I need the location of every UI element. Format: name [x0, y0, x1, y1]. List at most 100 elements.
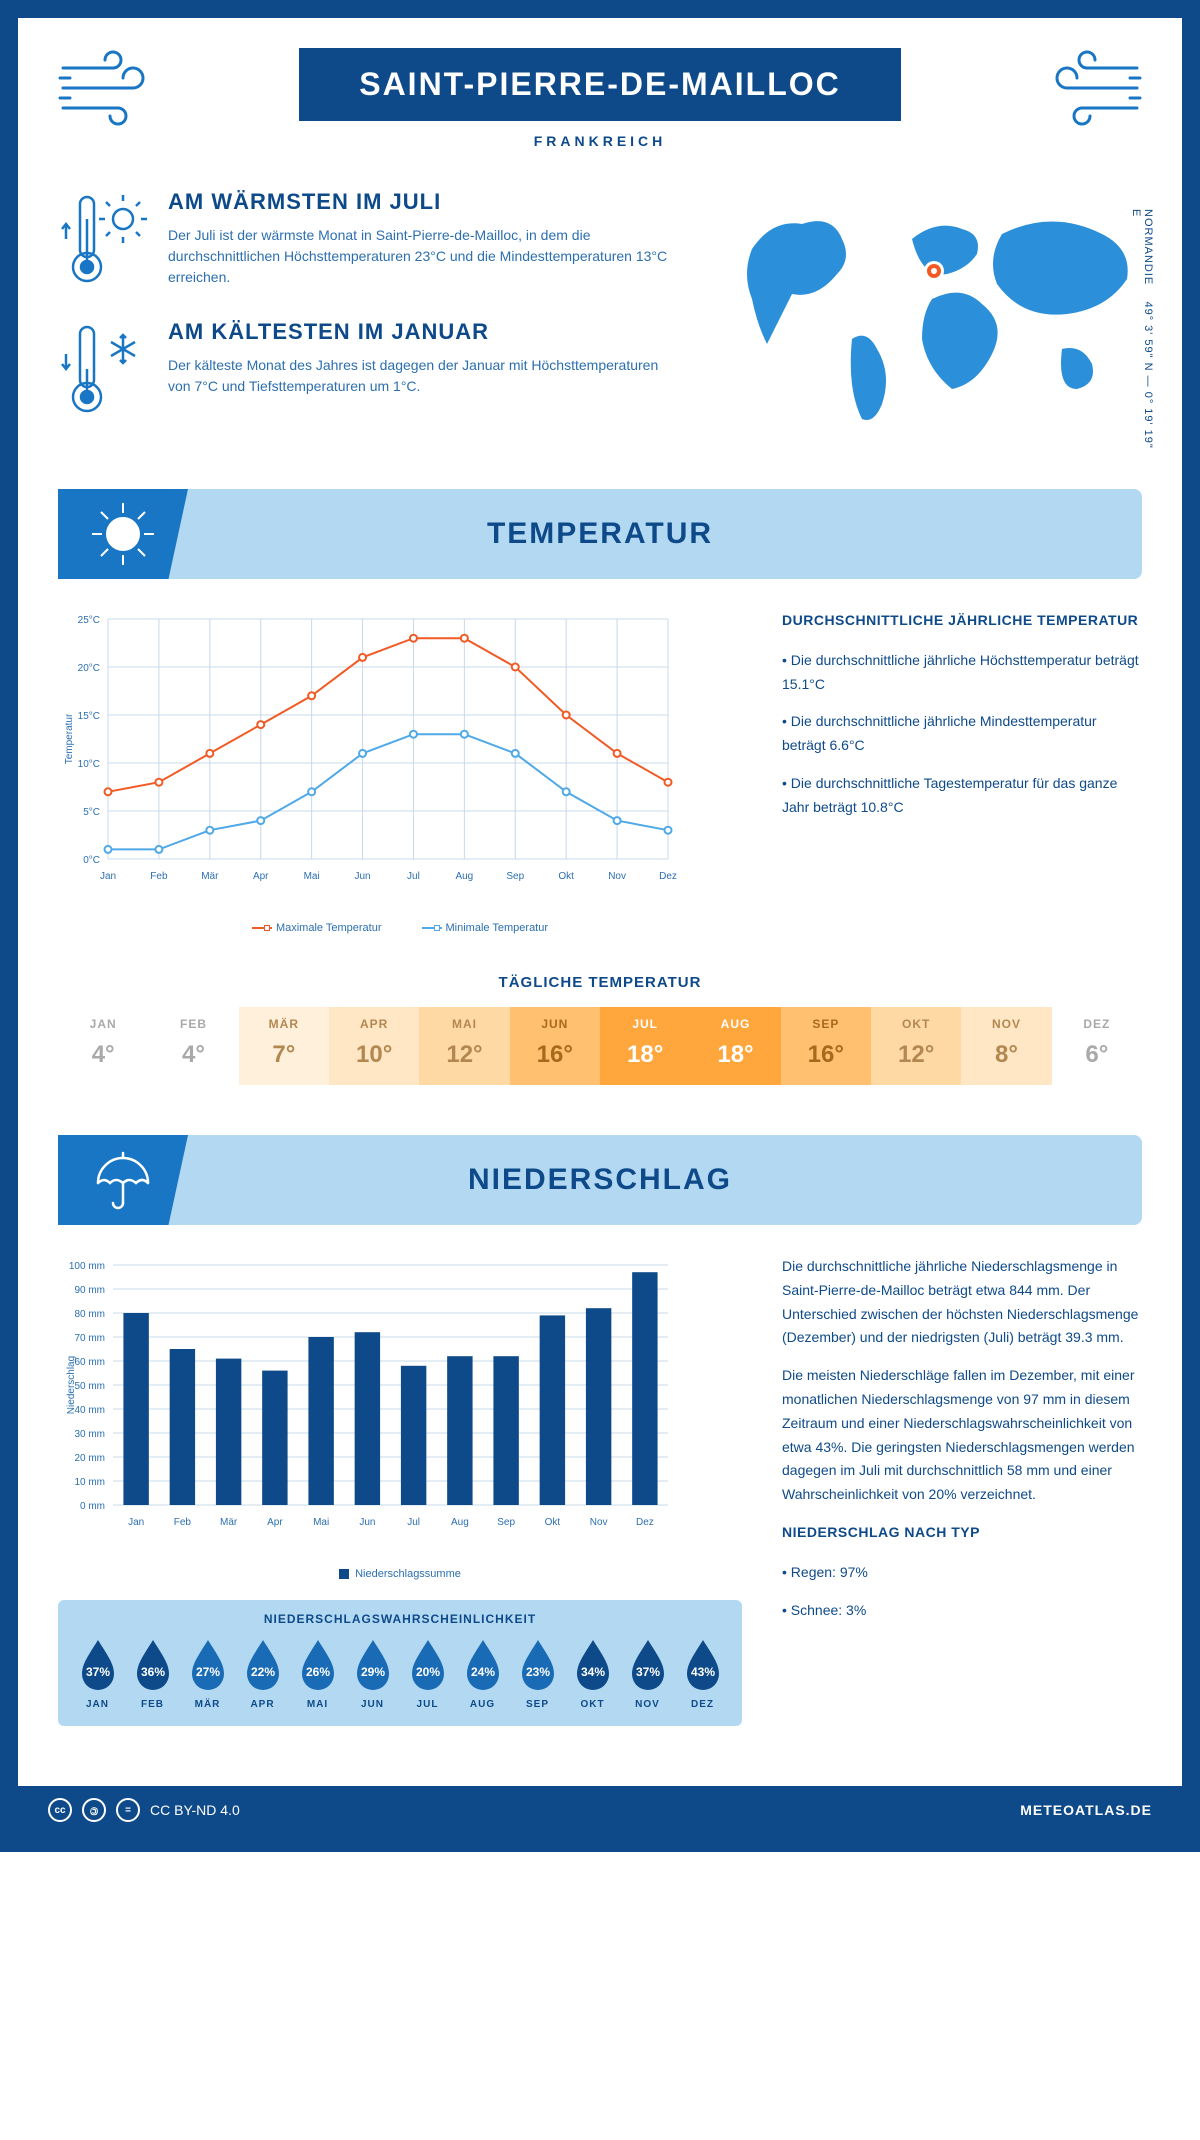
daily-temp-cell: OKT 12° [871, 1007, 961, 1085]
fact-warmest: AM WÄRMSTEN IM JULI Der Juli ist der wär… [58, 189, 682, 289]
footer: cc 🄯 = CC BY-ND 4.0 METEOATLAS.DE [18, 1786, 1182, 1834]
by-icon: 🄯 [82, 1798, 106, 1822]
world-map: NORMANDIE 49° 3' 59" N — 0° 19' 19" E [722, 189, 1142, 449]
svg-text:0 mm: 0 mm [80, 1501, 105, 1512]
svg-text:43%: 43% [690, 1665, 714, 1679]
svg-text:80 mm: 80 mm [74, 1309, 105, 1320]
warmest-title: AM WÄRMSTEN IM JULI [168, 189, 682, 215]
svg-text:Okt: Okt [558, 871, 574, 882]
info-point: • Die durchschnittliche jährliche Mindes… [782, 710, 1142, 758]
daily-temp-cell: AUG 18° [690, 1007, 780, 1085]
svg-text:90 mm: 90 mm [74, 1285, 105, 1296]
daily-temp-cell: SEP 16° [781, 1007, 871, 1085]
daily-temp-cell: JUL 18° [600, 1007, 690, 1085]
svg-text:10°C: 10°C [78, 759, 100, 770]
svg-text:Jul: Jul [407, 871, 420, 882]
coldest-text: Der kälteste Monat des Jahres ist dagege… [168, 355, 682, 397]
svg-text:Mai: Mai [304, 871, 320, 882]
precip-type-point: • Schnee: 3% [782, 1599, 1142, 1623]
daily-temp-cell: NOV 8° [961, 1007, 1051, 1085]
wind-icon [58, 48, 178, 128]
precip-paragraph: Die meisten Niederschläge fallen im Deze… [782, 1364, 1142, 1507]
svg-text:Feb: Feb [174, 1517, 192, 1528]
header: SAINT-PIERRE-DE-MAILLOC FRANKREICH [58, 48, 1142, 149]
daily-temp-cell: MAI 12° [419, 1007, 509, 1085]
svg-text:24%: 24% [470, 1665, 494, 1679]
svg-text:Jun: Jun [354, 871, 370, 882]
daily-temp-cell: JAN 4° [58, 1007, 148, 1085]
daily-temp-cell: JUN 16° [510, 1007, 600, 1085]
svg-text:70 mm: 70 mm [74, 1333, 105, 1344]
probability-drop: 37% JAN [70, 1638, 125, 1710]
svg-text:Aug: Aug [455, 871, 473, 882]
svg-text:Sep: Sep [497, 1517, 515, 1528]
temperature-legend: Maximale Temperatur Minimale Temperatur [58, 922, 742, 934]
section-banner-temperature: TEMPERATUR [58, 489, 1142, 579]
temperature-info: DURCHSCHNITTLICHE JÄHRLICHE TEMPERATUR •… [782, 609, 1142, 934]
daily-temp-title: TÄGLICHE TEMPERATUR [58, 974, 1142, 991]
daily-temp-cell: FEB 4° [148, 1007, 238, 1085]
temperature-heading: TEMPERATUR [487, 517, 713, 551]
svg-text:Apr: Apr [253, 871, 269, 882]
section-banner-precipitation: NIEDERSCHLAG [58, 1135, 1142, 1225]
page-title: SAINT-PIERRE-DE-MAILLOC [299, 48, 901, 121]
svg-text:Nov: Nov [608, 871, 626, 882]
svg-text:Sep: Sep [506, 871, 524, 882]
daily-temp-cell: MÄR 7° [239, 1007, 329, 1085]
thermometer-sun-icon [58, 189, 148, 289]
svg-text:Niederschlag: Niederschlag [66, 1356, 77, 1414]
svg-text:50 mm: 50 mm [74, 1381, 105, 1392]
svg-text:Dez: Dez [636, 1517, 654, 1528]
sun-icon [58, 489, 188, 579]
svg-text:Jul: Jul [407, 1517, 420, 1528]
fact-coldest: AM KÄLTESTEN IM JANUAR Der kälteste Mona… [58, 319, 682, 419]
svg-text:5°C: 5°C [83, 807, 100, 818]
svg-text:Feb: Feb [150, 871, 168, 882]
svg-text:36%: 36% [140, 1665, 164, 1679]
probability-drop: 26% MAI [290, 1638, 345, 1710]
probability-drop: 29% JUN [345, 1638, 400, 1710]
svg-text:15°C: 15°C [78, 711, 100, 722]
precipitation-heading: NIEDERSCHLAG [468, 1163, 732, 1197]
info-point: • Die durchschnittliche Tagestemperatur … [782, 772, 1142, 820]
precip-legend: Niederschlagssumme [58, 1568, 742, 1580]
precip-probability-box: NIEDERSCHLAGSWAHRSCHEINLICHKEIT 37% JAN … [58, 1600, 742, 1726]
daily-temp-grid: JAN 4° FEB 4° MÄR 7° APR 10° MAI 12° JUN… [58, 1007, 1142, 1085]
coldest-title: AM KÄLTESTEN IM JANUAR [168, 319, 682, 345]
cc-icon: cc [48, 1798, 72, 1822]
probability-drop: 23% SEP [510, 1638, 565, 1710]
precip-type-point: • Regen: 97% [782, 1561, 1142, 1585]
probability-drop: 34% OKT [565, 1638, 620, 1710]
probability-drop: 24% AUG [455, 1638, 510, 1710]
svg-text:Okt: Okt [545, 1517, 561, 1528]
intro-section: AM WÄRMSTEN IM JULI Der Juli ist der wär… [58, 189, 1142, 449]
svg-text:37%: 37% [635, 1665, 659, 1679]
nd-icon: = [116, 1798, 140, 1822]
umbrella-icon [58, 1135, 188, 1225]
precip-paragraph: Die durchschnittliche jährliche Niedersc… [782, 1255, 1142, 1350]
svg-text:Apr: Apr [267, 1517, 283, 1528]
daily-temp-cell: APR 10° [329, 1007, 419, 1085]
svg-text:20°C: 20°C [78, 663, 100, 674]
probability-drop: 20% JUL [400, 1638, 455, 1710]
precipitation-info: Die durchschnittliche jährliche Niedersc… [782, 1255, 1142, 1726]
svg-text:20 mm: 20 mm [74, 1453, 105, 1464]
site-label: METEOATLAS.DE [1020, 1802, 1152, 1818]
svg-text:29%: 29% [360, 1665, 384, 1679]
temperature-line-chart: 0°C5°C10°C15°C20°C25°CJanFebMärAprMaiJun… [58, 609, 742, 934]
daily-temp-cell: DEZ 6° [1052, 1007, 1142, 1085]
svg-text:22%: 22% [250, 1665, 274, 1679]
svg-text:Jan: Jan [100, 871, 116, 882]
svg-text:27%: 27% [195, 1665, 219, 1679]
probability-drop: 36% FEB [125, 1638, 180, 1710]
svg-text:60 mm: 60 mm [74, 1357, 105, 1368]
svg-text:Jan: Jan [128, 1517, 144, 1528]
svg-text:Mär: Mär [220, 1517, 238, 1528]
svg-text:10 mm: 10 mm [74, 1477, 105, 1488]
svg-text:Mär: Mär [201, 871, 219, 882]
svg-text:23%: 23% [525, 1665, 549, 1679]
svg-text:30 mm: 30 mm [74, 1429, 105, 1440]
warmest-text: Der Juli ist der wärmste Monat in Saint-… [168, 225, 682, 288]
coordinates-label: NORMANDIE 49° 3' 59" N — 0° 19' 19" E [1130, 209, 1154, 449]
svg-text:Jun: Jun [359, 1517, 375, 1528]
